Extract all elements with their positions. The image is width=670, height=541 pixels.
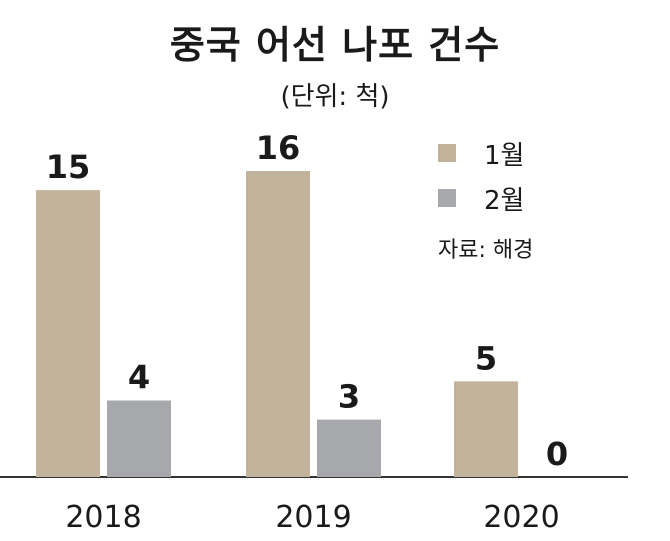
source-note: 자료: 해경 (438, 238, 534, 263)
data-label-2018-series-1: 15 (46, 148, 91, 186)
bar-2020-series-1 (454, 381, 518, 477)
bar-2019-series-1 (246, 171, 310, 477)
chart-subtitle: (단위: 척) (280, 82, 390, 112)
bar-2018-series-2 (107, 400, 171, 477)
bar-2018-series-1 (36, 190, 100, 477)
legend-item-feb: 2월 (438, 183, 524, 216)
data-label-2019-series-2: 3 (338, 378, 360, 416)
data-label-2018-series-2: 4 (128, 359, 150, 397)
data-label-2019-series-1: 16 (256, 129, 301, 167)
bar-2019-series-2 (317, 419, 381, 477)
x-tick-label-2019: 2019 (275, 500, 351, 535)
data-label-2020-series-2: 0 (546, 435, 568, 473)
chart-title: 중국 어선 나포 건수 (169, 23, 501, 67)
legend-swatch-jan (438, 144, 456, 162)
legend-item-jan: 1월 (438, 138, 524, 171)
x-tick-label-2020: 2020 (483, 500, 559, 535)
legend-swatch-feb (438, 189, 456, 207)
data-label-2020-series-1: 5 (475, 339, 497, 377)
legend-label-feb: 2월 (484, 185, 525, 216)
bars-group: 15 4 2018 16 3 2019 5 0 2020 (36, 129, 568, 535)
legend-label-jan: 1월 (484, 140, 525, 171)
x-tick-label-2018: 2018 (65, 500, 141, 535)
